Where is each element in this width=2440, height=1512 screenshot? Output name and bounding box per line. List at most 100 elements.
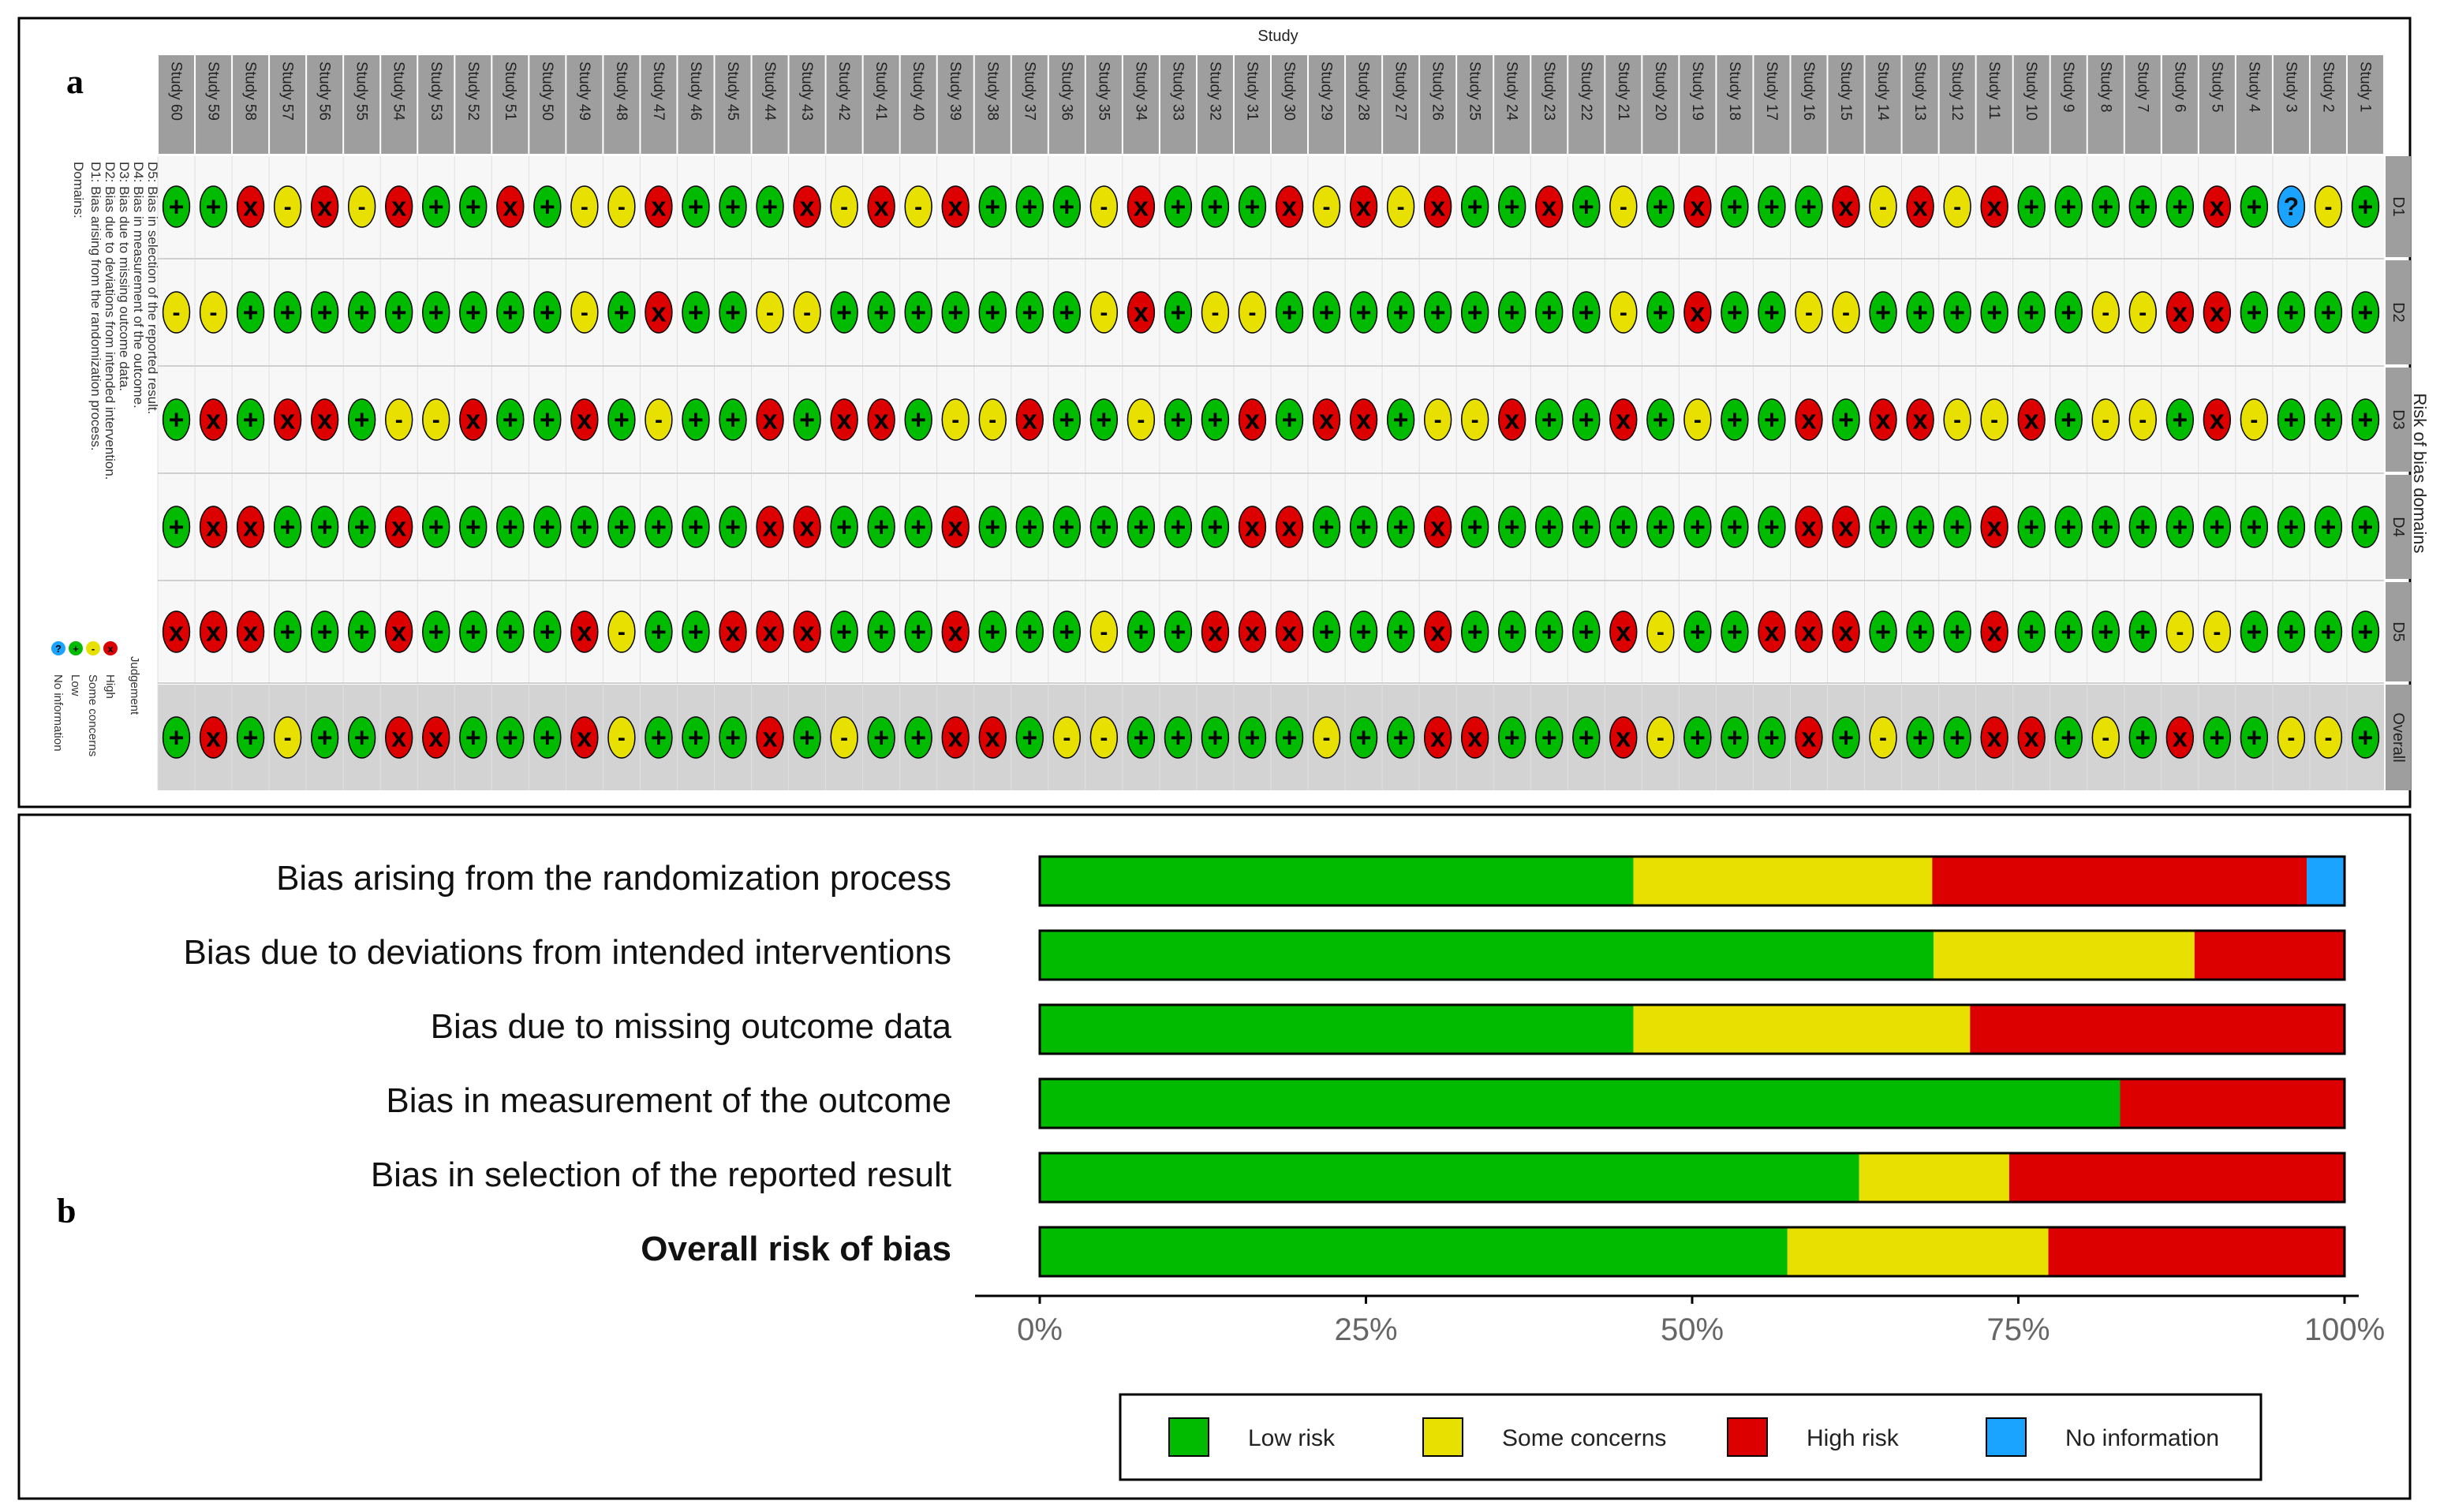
judgement-study-25-d3: - (1461, 398, 1489, 441)
judgement-symbol: + (1319, 513, 1335, 543)
judgement-symbol: x (1987, 723, 2002, 753)
judgement-study-41-overall: + (867, 716, 895, 759)
study-label: Study 21 (1615, 62, 1631, 121)
judgement-dot (1423, 398, 1452, 441)
judgement-symbol: + (1727, 405, 1743, 435)
judgement-study-1-d2: + (2351, 291, 2380, 334)
judgement-dot (496, 716, 525, 759)
judgement-dot (310, 291, 339, 334)
judgement-symbol: x (1987, 618, 2002, 648)
judgement-symbol: - (1879, 725, 1887, 751)
judgement-dot (273, 716, 302, 759)
judgement-study-17-d2: + (1758, 291, 1786, 334)
judgement-symbol: + (206, 192, 222, 222)
judgement-study-8-d5: + (2091, 610, 2120, 653)
study-header-cell (1976, 55, 2012, 154)
judgement-dot (273, 506, 302, 548)
judgement-symbol: + (2321, 405, 2337, 435)
judgement-dot (1758, 716, 1786, 759)
judgement-study-43-d5: x (793, 610, 821, 653)
judgement-study-41-d2: + (867, 291, 895, 334)
judgement-symbol: x (1467, 723, 1482, 753)
judgement-symbol: + (725, 723, 741, 753)
bar-segment-high-risk (1932, 857, 2307, 905)
judgement-dot (2017, 610, 2046, 653)
judgement-study-46-d3: + (682, 398, 710, 441)
judgement-dot (2203, 610, 2232, 653)
judgement-dot (1127, 185, 1156, 228)
judgement-study-57-overall: - (273, 716, 302, 759)
judgement-study-1-d3: + (2351, 398, 2380, 441)
judgement-symbol: - (803, 300, 811, 326)
judgement-study-47-d4: + (645, 506, 673, 548)
judgement-dot (756, 398, 784, 441)
judgement-dot (1683, 185, 1712, 228)
judgement-study-19-d3: - (1683, 398, 1712, 441)
judgement-study-54-d2: + (385, 291, 413, 334)
judgement-dot (1089, 610, 1119, 653)
judgement-study-41-d1: x (867, 185, 895, 228)
judgement-dot (1609, 610, 1638, 653)
judgement-study-19-d1: x (1683, 185, 1712, 228)
judgement-study-56-d4: + (310, 506, 339, 548)
judgement-dot (1127, 716, 1156, 759)
judgement-dot (422, 716, 450, 759)
judgement-study-25-d5: + (1461, 610, 1489, 653)
judgement-dot (1832, 506, 1860, 548)
judgement-study-28-d5: + (1349, 610, 1378, 653)
judgement-symbol: + (836, 618, 852, 648)
judgement-dot (2165, 398, 2194, 441)
judgement-dot (533, 716, 562, 759)
judgement-dot (2351, 185, 2380, 228)
bar-segment-low-risk (1040, 1079, 2121, 1128)
study-header-cell (2124, 55, 2161, 154)
judgement-study-58-d1: x (236, 185, 265, 228)
judgement-study-20-d4: + (1646, 506, 1675, 548)
judgement-symbol: + (317, 513, 333, 543)
judgement-study-57-d5: + (273, 610, 302, 653)
judgement-symbol: + (2135, 618, 2150, 648)
judgement-dot (1832, 291, 1860, 334)
judgement-symbol: + (2061, 192, 2076, 222)
judgement-symbol: - (1063, 725, 1071, 751)
judgement-dot (385, 291, 413, 334)
judgement-symbol: + (503, 405, 518, 435)
judgement-study-29-d4: + (1312, 506, 1341, 548)
legend-label: Some concerns (86, 674, 99, 756)
judgement-dot (1386, 185, 1415, 228)
study-header-cell (937, 55, 973, 154)
study-header-cell (2236, 55, 2272, 154)
judgement-dot (1127, 291, 1156, 334)
judgement-study-34-d5: + (1127, 610, 1156, 653)
judgement-dot (310, 506, 339, 548)
judgement-dot (1906, 291, 1934, 334)
judgement-symbol: + (1579, 405, 1594, 435)
judgement-study-23-d4: + (1535, 506, 1564, 548)
judgement-dot (793, 398, 821, 441)
judgement-study-19-d4: + (1683, 506, 1712, 548)
judgement-study-39-d1: x (941, 185, 970, 228)
judgement-symbol: x (243, 192, 258, 222)
judgement-symbol: + (1579, 723, 1594, 753)
judgement-dot (496, 185, 525, 228)
judgement-symbol: - (1211, 300, 1219, 326)
judgement-study-43-d1: x (793, 185, 821, 228)
category-label: Bias due to missing outcome data (431, 1007, 952, 1046)
judgement-dot (719, 291, 747, 334)
study-label: Study 34 (1132, 62, 1149, 121)
judgement-symbol: + (725, 405, 741, 435)
judgement-dot (1609, 506, 1638, 548)
judgement-study-55-d1: - (348, 185, 376, 228)
judgement-dot (1201, 716, 1230, 759)
traffic-light-grid: Study 60 Study 59 Study 58 Study 57 Study 56… (157, 55, 2411, 790)
judgement-study-18-d2: + (1721, 291, 1749, 334)
judgement-study-14-d4: + (1869, 506, 1897, 548)
judgement-dot (2091, 610, 2120, 653)
study-header-cell (1197, 55, 1233, 154)
judgement-symbol: + (1541, 298, 1557, 328)
judgement-dot (2203, 185, 2232, 228)
legend-symbol: x (107, 643, 114, 655)
judgement-study-21-d2: - (1609, 291, 1638, 334)
judgement-dot (1943, 716, 1971, 759)
judgement-symbol: + (540, 513, 555, 543)
